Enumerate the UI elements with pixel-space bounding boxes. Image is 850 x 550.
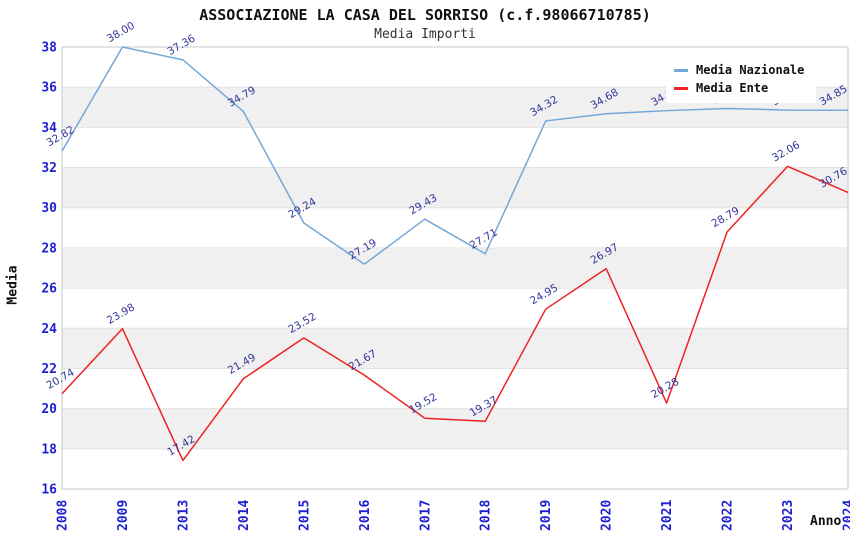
- chart-title: ASSOCIAZIONE LA CASA DEL SORRISO (c.f.98…: [199, 6, 651, 24]
- svg-text:2022: 2022: [721, 500, 736, 531]
- svg-text:22: 22: [41, 362, 57, 377]
- svg-text:2013: 2013: [176, 500, 191, 531]
- legend-label-media-ente: Media Ente: [696, 81, 769, 95]
- svg-text:20.28: 20.28: [649, 376, 681, 401]
- svg-text:30: 30: [41, 201, 57, 216]
- svg-text:2020: 2020: [600, 500, 615, 531]
- svg-text:2014: 2014: [237, 500, 252, 531]
- svg-text:2008: 2008: [56, 500, 71, 531]
- svg-text:32: 32: [41, 161, 57, 176]
- svg-text:38: 38: [41, 41, 57, 56]
- svg-text:28.79: 28.79: [710, 205, 742, 230]
- svg-text:2021: 2021: [660, 500, 675, 531]
- svg-text:2023: 2023: [781, 500, 796, 531]
- svg-text:16: 16: [41, 483, 57, 498]
- svg-text:23.98: 23.98: [105, 301, 137, 326]
- svg-text:2016: 2016: [358, 500, 373, 531]
- svg-text:20: 20: [41, 402, 57, 417]
- legend-line-swatch-blue: [674, 68, 688, 72]
- legend-item-media-ente: Media Ente: [674, 79, 812, 97]
- svg-text:18: 18: [41, 442, 57, 457]
- svg-text:34: 34: [41, 121, 57, 136]
- legend-item-media-nazionale: Media Nazionale: [674, 61, 812, 79]
- svg-text:2024: 2024: [842, 500, 850, 531]
- svg-text:2015: 2015: [297, 500, 312, 531]
- svg-text:2019: 2019: [539, 500, 554, 531]
- chart-subtitle: Media Importi: [374, 27, 476, 42]
- svg-text:24: 24: [41, 322, 57, 337]
- svg-text:36: 36: [41, 81, 57, 96]
- y-axis-title: Media: [5, 265, 21, 305]
- svg-text:2009: 2009: [116, 500, 131, 531]
- legend: Media Nazionale Media Ente: [666, 55, 816, 103]
- x-axis-title: Anno: [810, 514, 842, 529]
- svg-text:28: 28: [41, 241, 57, 256]
- legend-line-swatch-red: [674, 86, 688, 90]
- svg-text:26: 26: [41, 282, 57, 297]
- svg-text:2018: 2018: [479, 500, 494, 531]
- legend-label-media-nazionale: Media Nazionale: [696, 63, 805, 77]
- svg-text:37.36: 37.36: [165, 32, 197, 58]
- svg-text:38.00: 38.00: [105, 20, 137, 45]
- svg-text:32.06: 32.06: [770, 139, 802, 165]
- svg-text:2017: 2017: [418, 500, 433, 531]
